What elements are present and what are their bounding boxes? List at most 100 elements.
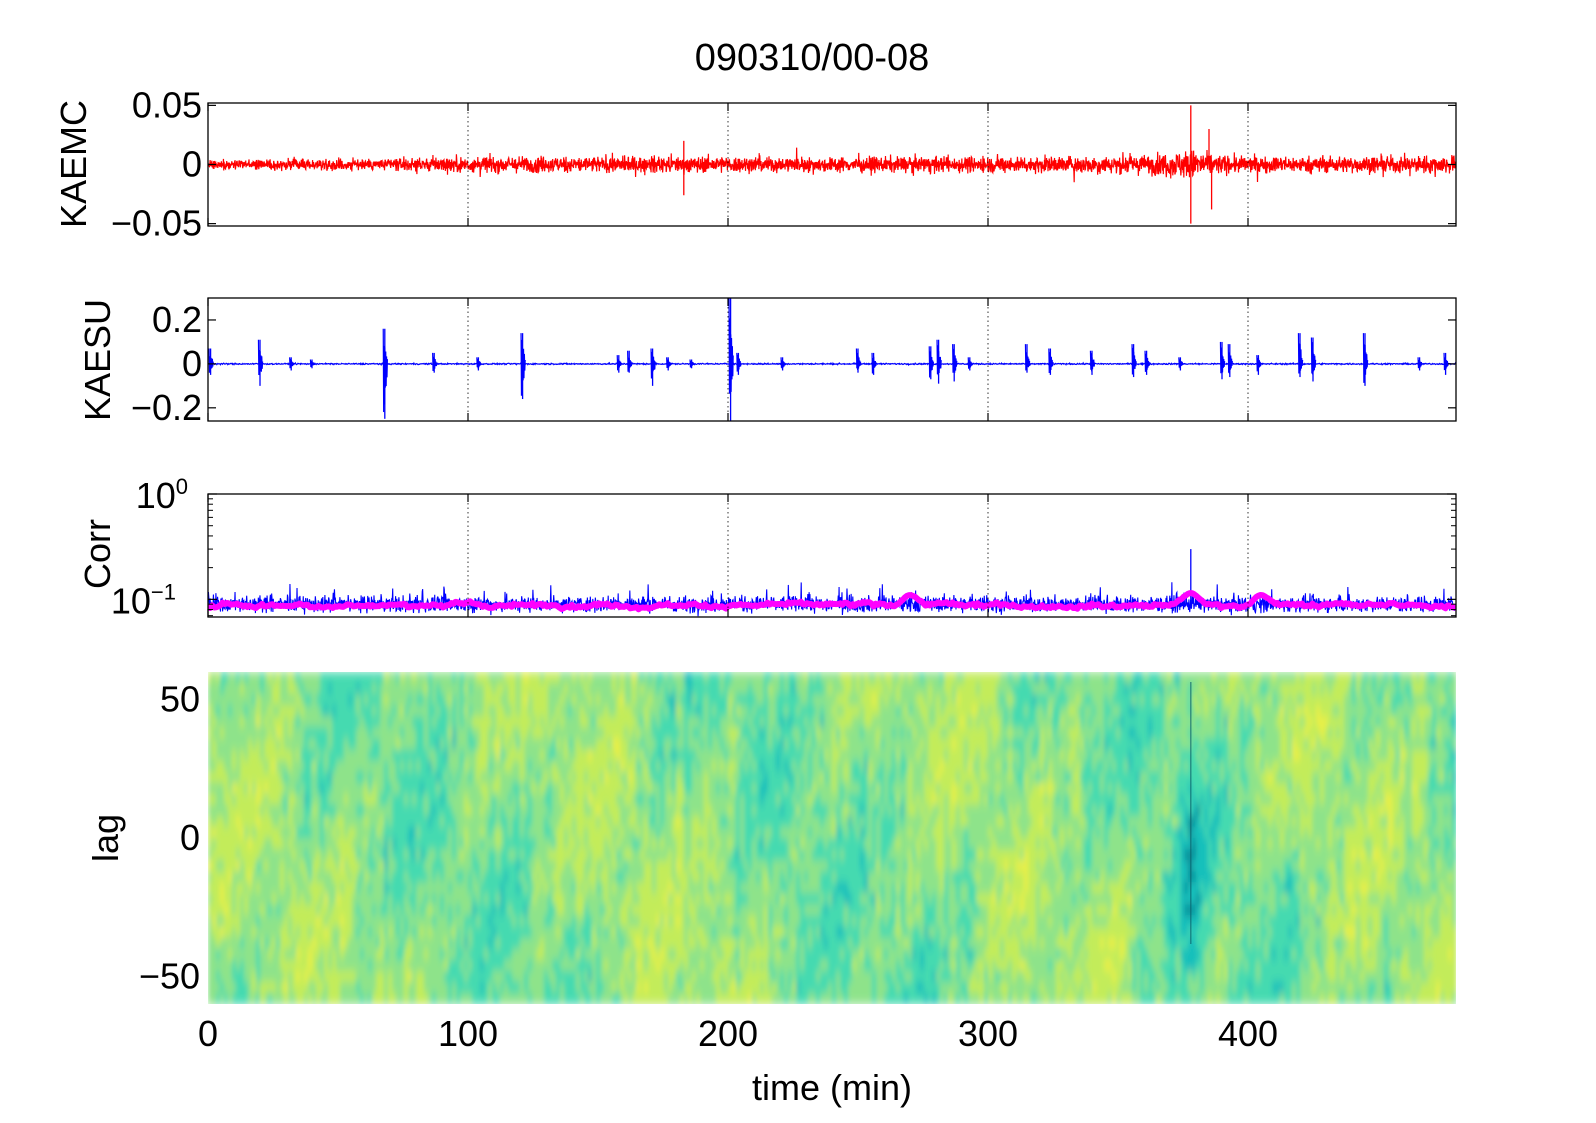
heatmap-cell — [508, 970, 513, 983]
heatmap-cell — [712, 948, 717, 961]
heatmap-cell — [528, 904, 533, 917]
heatmap-cell — [556, 893, 561, 905]
heatmap-cell — [304, 926, 309, 939]
heatmap-cell — [248, 926, 253, 939]
heatmap-cell — [844, 804, 849, 817]
heatmap-cell — [292, 760, 297, 773]
heatmap-cell — [624, 705, 629, 717]
heatmap-cell — [776, 871, 781, 883]
heatmap-cell — [796, 915, 801, 928]
heatmap-cell — [424, 683, 429, 695]
heatmap-cell — [504, 782, 509, 795]
heatmap-cell — [652, 948, 657, 961]
heatmap-cell — [256, 849, 261, 861]
heatmap-cell — [668, 871, 673, 883]
heatmap-cell — [580, 826, 585, 839]
heatmap-cell — [344, 981, 349, 994]
heatmap-cell — [740, 716, 745, 728]
heatmap-cell — [420, 749, 425, 762]
heatmap-cell — [364, 716, 369, 728]
heatmap-cell — [740, 948, 745, 961]
heatmap-cell — [588, 970, 593, 983]
heatmap-cell — [524, 904, 529, 917]
heatmap-cell — [552, 970, 557, 983]
heatmap-cell — [256, 782, 261, 795]
heatmap-cell — [468, 904, 473, 917]
heatmap-cell — [628, 771, 633, 784]
heatmap-cell — [408, 749, 413, 762]
heatmap-cell — [248, 904, 253, 917]
heatmap-cell — [252, 904, 257, 917]
heatmap-cell — [268, 727, 273, 739]
heatmap-cell — [388, 716, 393, 728]
heatmap-cell — [832, 716, 837, 728]
heatmap-cell — [452, 882, 457, 894]
heatmap-cell — [440, 915, 445, 928]
heatmap-cell — [724, 815, 729, 828]
heatmap-cell — [672, 716, 677, 728]
heatmap-cell — [560, 749, 565, 762]
heatmap-cell — [432, 727, 437, 739]
heatmap-cell — [464, 738, 469, 751]
heatmap-cell — [632, 882, 637, 894]
heatmap-cell — [708, 683, 713, 695]
heatmap-cell — [388, 826, 393, 839]
heatmap-cell — [796, 683, 801, 695]
heatmap-cell — [300, 926, 305, 939]
heatmap-cell — [812, 849, 817, 861]
heatmap-cell — [416, 683, 421, 695]
heatmap-cell — [252, 826, 257, 839]
heatmap-cell — [404, 749, 409, 762]
heatmap-cell — [628, 992, 633, 1004]
heatmap-cell — [356, 815, 361, 828]
heatmap-cell — [392, 926, 397, 939]
heatmap-cell — [380, 683, 385, 695]
heatmap-cell — [668, 738, 673, 751]
heatmap-cell — [536, 838, 541, 850]
heatmap-cell — [608, 716, 613, 728]
heatmap-cell — [320, 992, 325, 1004]
heatmap-cell — [544, 904, 549, 917]
heatmap-cell — [736, 970, 741, 983]
heatmap-cell — [624, 815, 629, 828]
heatmap-cell — [692, 760, 697, 773]
heatmap-cell — [244, 838, 249, 850]
heatmap-cell — [816, 915, 821, 928]
heatmap-cell — [832, 893, 837, 905]
heatmap-cell — [536, 727, 541, 739]
heatmap-cell — [432, 694, 437, 706]
heatmap-cell — [728, 871, 733, 883]
heatmap-cell — [776, 694, 781, 706]
heatmap-cell — [788, 782, 793, 795]
heatmap-cell — [672, 871, 677, 883]
heatmap-cell — [628, 760, 633, 773]
heatmap-cell — [464, 815, 469, 828]
heatmap-cell — [352, 804, 357, 817]
heatmap-cell — [540, 683, 545, 695]
heatmap-cell — [708, 694, 713, 706]
heatmap-cell — [596, 738, 601, 751]
heatmap-cell — [700, 760, 705, 773]
heatmap-cell — [248, 871, 253, 883]
heatmap-cell — [352, 981, 357, 994]
heatmap-cell — [656, 815, 661, 828]
heatmap-cell — [812, 838, 817, 850]
heatmap-cell — [432, 782, 437, 795]
heatmap-cell — [648, 838, 653, 850]
heatmap-cell — [632, 893, 637, 905]
heatmap-cell — [672, 915, 677, 928]
heatmap-cell — [280, 727, 285, 739]
heatmap-cell — [292, 871, 297, 883]
heatmap-cell — [448, 981, 453, 994]
heatmap-cell — [584, 716, 589, 728]
heatmap-cell — [348, 915, 353, 928]
heatmap-cell — [324, 860, 329, 872]
heatmap-cell — [280, 937, 285, 950]
heatmap-cell — [764, 970, 769, 983]
heatmap-cell — [460, 771, 465, 784]
heatmap-cell — [736, 937, 741, 950]
heatmap-cell — [288, 804, 293, 817]
heatmap-cell — [600, 760, 605, 773]
heatmap-cell — [688, 705, 693, 717]
heatmap-cell — [568, 948, 573, 961]
